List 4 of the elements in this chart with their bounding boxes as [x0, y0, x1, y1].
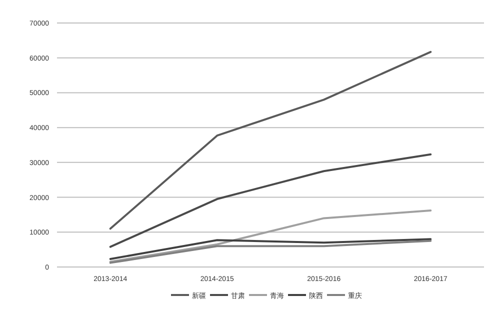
line-series — [109, 238, 432, 260]
line-series — [109, 210, 432, 263]
line-series — [109, 50, 432, 230]
line-series — [109, 153, 432, 248]
